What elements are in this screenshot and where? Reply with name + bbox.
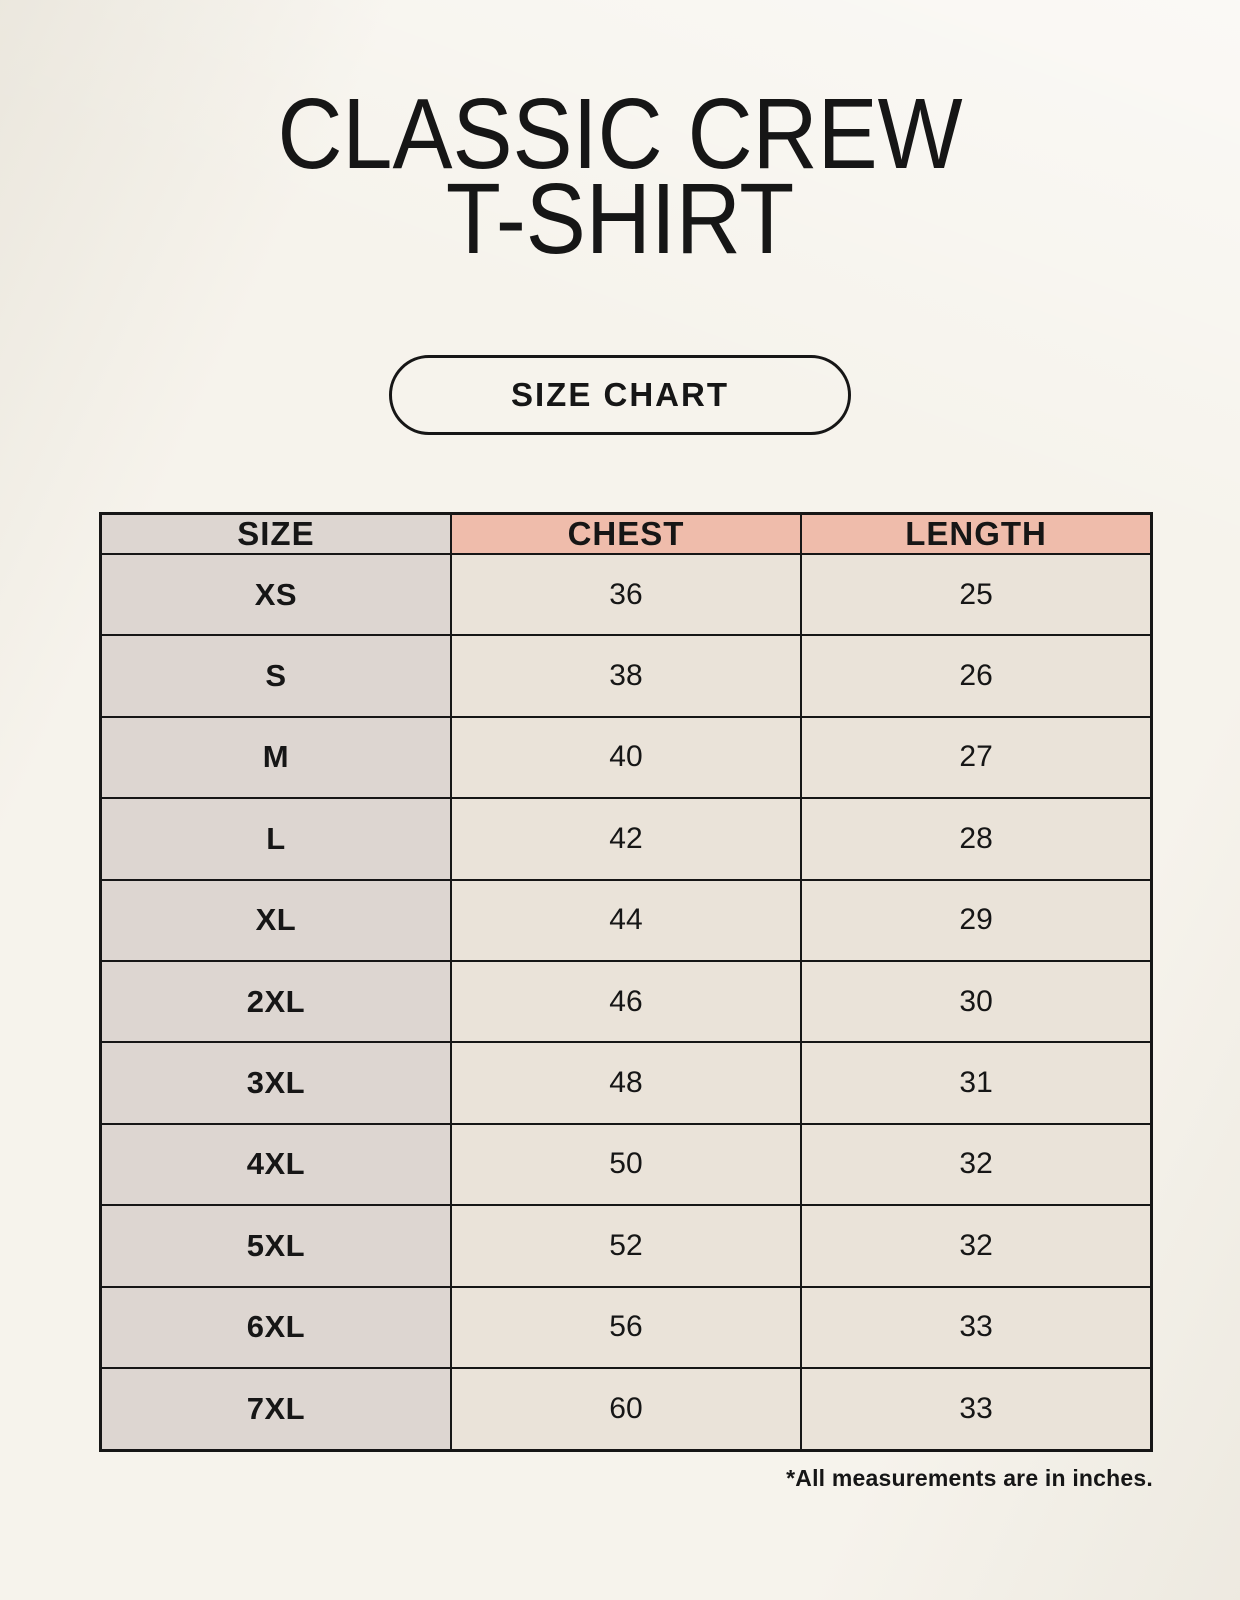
length-cell: 29 <box>800 878 1153 962</box>
column-header-chest: CHEST <box>449 512 803 555</box>
length-cell: 32 <box>800 1204 1153 1288</box>
chest-cell: 56 <box>449 1285 803 1369</box>
length-cell: 31 <box>800 1041 1153 1125</box>
size-chart-table: SIZE CHEST LENGTH XS 36 25 S 38 26 M 40 27 L 42 28 X… <box>99 512 1153 1452</box>
size-chart-badge: SIZE CHART <box>389 355 851 435</box>
size-cell: 2XL <box>99 959 452 1044</box>
chest-cell: 40 <box>449 715 803 800</box>
chest-cell: 52 <box>449 1204 803 1288</box>
size-cell: S <box>99 634 452 718</box>
size-cell: 5XL <box>99 1204 452 1288</box>
length-cell: 33 <box>800 1366 1153 1452</box>
chest-cell: 48 <box>449 1041 803 1125</box>
size-chart-table-wrap: SIZE CHEST LENGTH XS 36 25 S 38 26 M 40 27 L 42 28 X… <box>99 512 1153 1492</box>
size-cell: 6XL <box>99 1285 452 1369</box>
table-row: 4XL 50 32 <box>99 1122 1153 1207</box>
length-cell: 30 <box>800 959 1153 1044</box>
length-cell: 25 <box>800 552 1153 637</box>
length-cell: 28 <box>800 797 1153 881</box>
chest-cell: 46 <box>449 959 803 1044</box>
size-cell: XS <box>99 552 452 637</box>
table-row: 5XL 52 32 <box>99 1204 1153 1288</box>
table-row: XS 36 25 <box>99 552 1153 637</box>
chest-cell: 38 <box>449 634 803 718</box>
page-title: CLASSIC CREW T-SHIRT <box>62 78 1178 275</box>
table-row: L 42 28 <box>99 797 1153 881</box>
table-row: XL 44 29 <box>99 878 1153 962</box>
size-cell: 3XL <box>99 1041 452 1125</box>
table-row: 6XL 56 33 <box>99 1285 1153 1369</box>
table-row: 7XL 60 33 <box>99 1366 1153 1452</box>
column-header-size: SIZE <box>99 512 452 555</box>
length-cell: 27 <box>800 715 1153 800</box>
length-cell: 32 <box>800 1122 1153 1207</box>
size-cell: M <box>99 715 452 800</box>
page-title-line-1: CLASSIC CREW <box>277 78 963 190</box>
length-cell: 26 <box>800 634 1153 718</box>
chest-cell: 50 <box>449 1122 803 1207</box>
table-row: 2XL 46 30 <box>99 959 1153 1044</box>
size-cell: 7XL <box>99 1366 452 1452</box>
measurements-footnote: *All measurements are in inches. <box>786 1465 1153 1491</box>
table-row: M 40 27 <box>99 715 1153 800</box>
length-cell: 33 <box>800 1285 1153 1369</box>
size-cell: XL <box>99 878 452 962</box>
chest-cell: 44 <box>449 878 803 962</box>
chest-cell: 36 <box>449 552 803 637</box>
size-chart-badge-label: SIZE CHART <box>511 376 729 413</box>
table-header-row: SIZE CHEST LENGTH <box>99 512 1153 555</box>
size-cell: 4XL <box>99 1122 452 1207</box>
column-header-length: LENGTH <box>800 512 1153 555</box>
chest-cell: 42 <box>449 797 803 881</box>
size-cell: L <box>99 797 452 881</box>
table-row: S 38 26 <box>99 634 1153 718</box>
table-row: 3XL 48 31 <box>99 1041 1153 1125</box>
page-title-line-2: T-SHIRT <box>445 163 795 275</box>
chest-cell: 60 <box>449 1366 803 1452</box>
